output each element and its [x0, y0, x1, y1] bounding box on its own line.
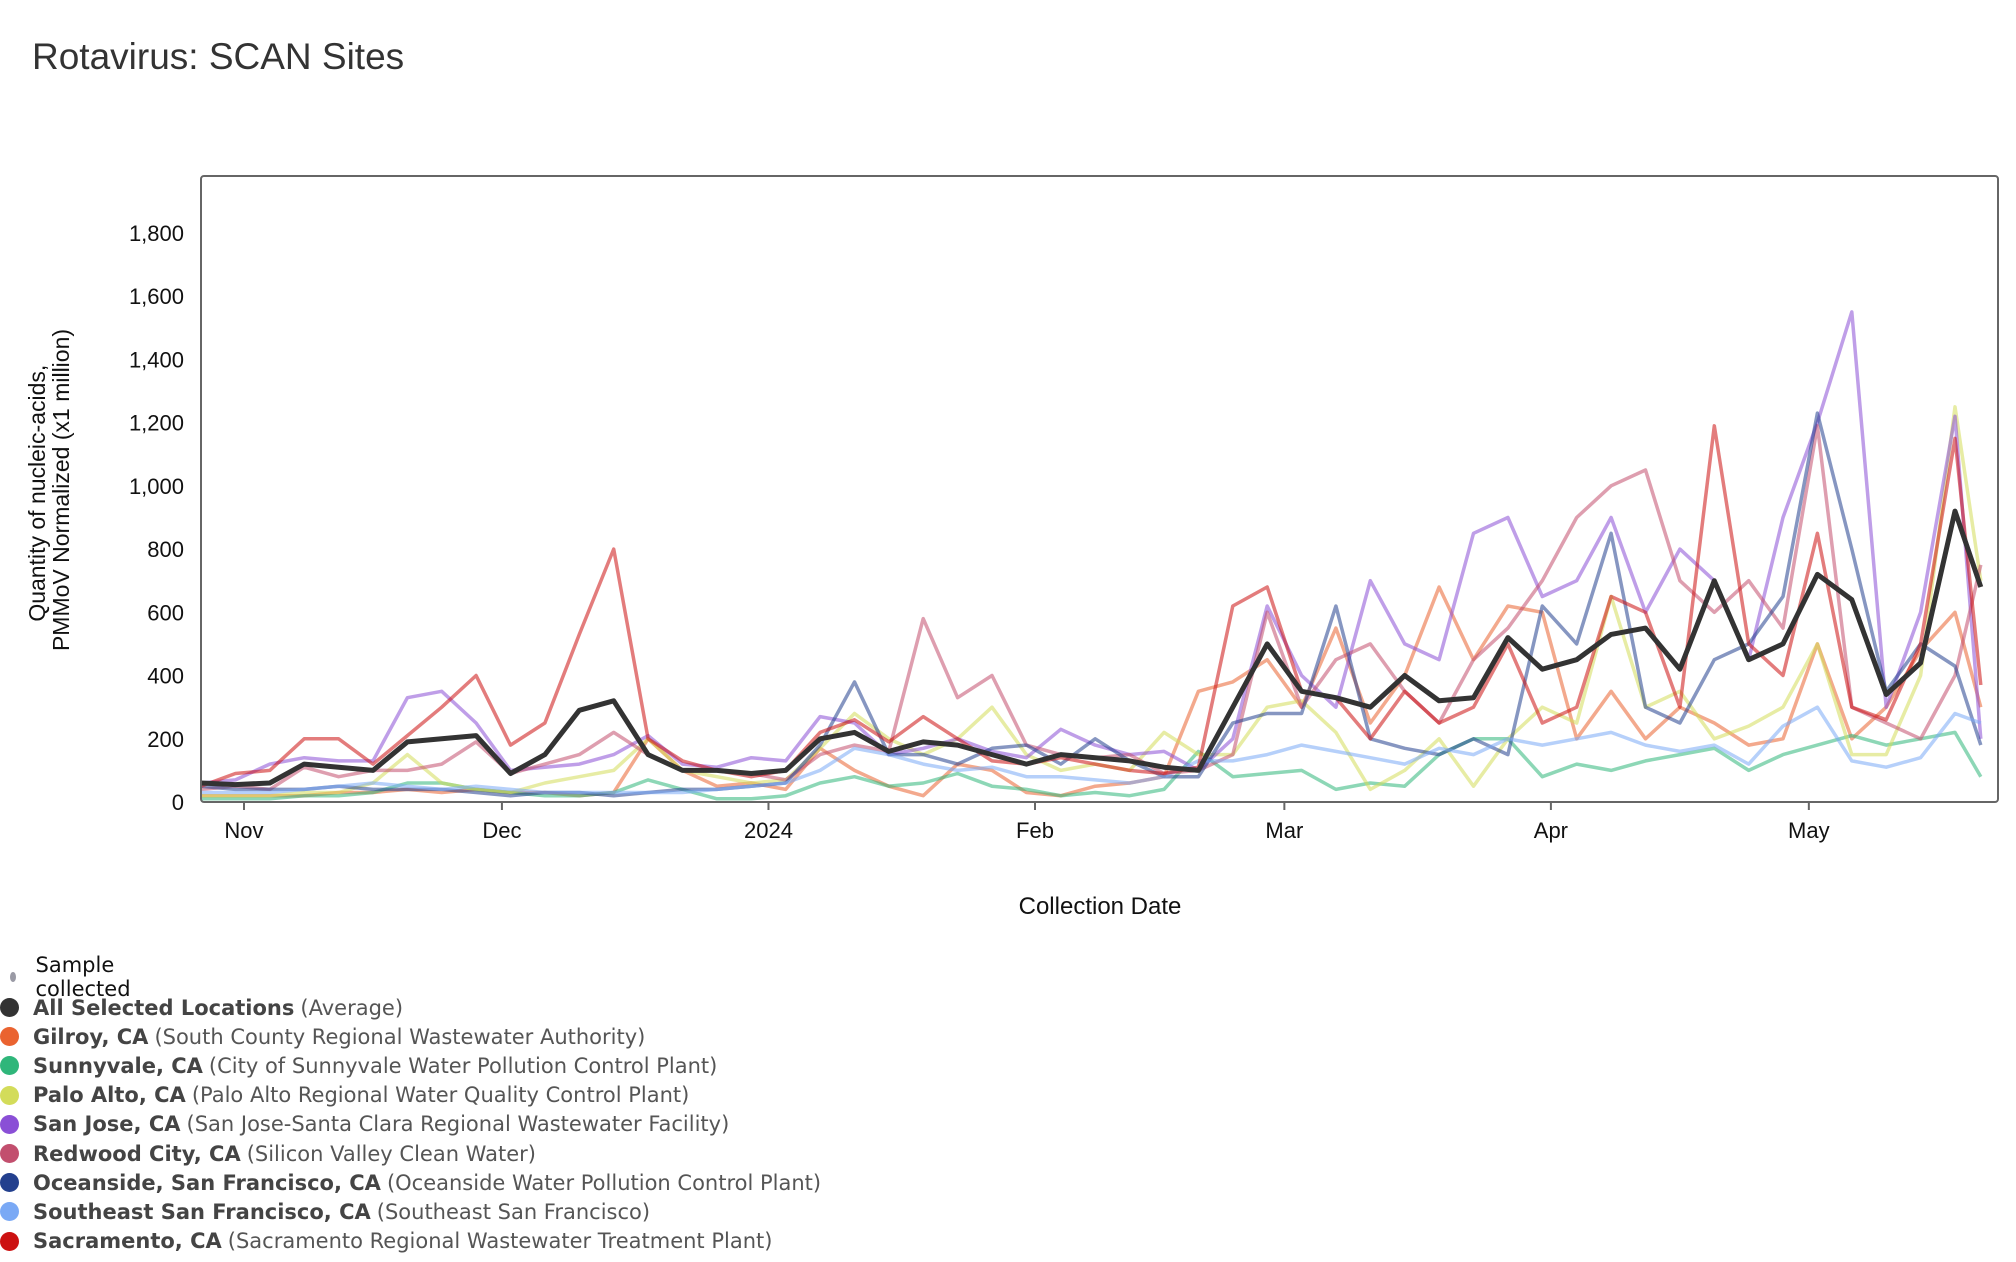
legend-entry[interactable]: San Jose, CA (San Jose-Santa Clara Region… [0, 1110, 821, 1139]
x-tick-label: 2024 [744, 818, 793, 843]
legend-location-detail: (South County Regional Wastewater Author… [154, 1024, 646, 1049]
series-lines [200, 310, 1984, 801]
legend-entry[interactable]: Sunnyvale, CA (City of Sunnyvale Water Po… [0, 1051, 821, 1080]
legend-color-dot-icon [0, 1202, 19, 1222]
legend-color-dot-icon [0, 1085, 19, 1105]
legend-location-name: Sacramento, CA [33, 1229, 222, 1254]
series-line-southeast-san-francisco-ca[interactable] [201, 705, 1982, 795]
y-tick-label: 1,200 [129, 411, 184, 436]
line-chart: 0 200 400 600 800 1,000 1,200 1,400 1,600 1,800 N… [24, 175, 1999, 920]
y-tick-label: 1,600 [129, 284, 184, 309]
series-line-sacramento-ca[interactable] [200, 424, 1983, 788]
x-tick-label: Feb [1016, 818, 1054, 843]
chart-title: Rotavirus: SCAN Sites [32, 36, 405, 77]
y-tick-label: 400 [147, 664, 184, 689]
y-axis-ticks: 0 200 400 600 800 1,000 1,200 1,400 1,600 1,800 [129, 221, 184, 815]
legend-entry[interactable]: Sacramento, CA (Sacramento Regional Waste… [0, 1227, 821, 1256]
series-line-oceanside-san-francisco-ca[interactable] [200, 411, 1983, 798]
legend-location-detail: (Average) [300, 995, 404, 1020]
plot-frame [200, 175, 1999, 803]
legend-location-name: Southeast San Francisco, CA [33, 1199, 371, 1224]
y-tick-label: 1,400 [129, 347, 184, 372]
legend-entries: All Selected Locations (Average) Gilroy, C… [0, 993, 821, 1256]
y-tick-label: 1,800 [129, 221, 184, 246]
y-tick-label: 200 [147, 727, 184, 752]
legend-entry[interactable]: Palo Alto, CA (Palo Alto Regional Water Q… [0, 1081, 821, 1110]
x-tick-label: Mar [1265, 818, 1303, 843]
legend-color-dot-icon [0, 1231, 19, 1251]
x-tick-label: Apr [1534, 818, 1568, 843]
legend-entry[interactable]: Oceanside, San Francisco, CA (Oceanside W… [0, 1168, 821, 1197]
legend-location-name: Gilroy, CA [33, 1024, 149, 1049]
legend-location-detail: (Silicon Valley Clean Water) [246, 1141, 536, 1166]
legend-entry[interactable]: Redwood City, CA (Silicon Valley Clean Wa… [0, 1139, 821, 1168]
legend-location-detail: (Oceanside Water Pollution Control Plant… [386, 1170, 822, 1195]
legend-location-name: Palo Alto, CA [33, 1083, 186, 1108]
series-line-all-selected-locations[interactable] [200, 508, 1984, 788]
y-tick-label: 1,000 [129, 474, 184, 499]
legend-entry[interactable]: All Selected Locations (Average) [0, 993, 821, 1022]
x-axis-ticks: Nov Dec 2024 Feb Mar Apr May [224, 802, 1830, 843]
x-axis-label: Collection Date [1019, 893, 1182, 920]
legend-color-dot-icon [0, 998, 19, 1018]
legend-sample-collected: Sample collected [10, 953, 135, 1001]
x-tick-label: May [1788, 818, 1830, 843]
legend-location-name: Oceanside, San Francisco, CA [33, 1170, 381, 1195]
legend-location-name: San Jose, CA [33, 1112, 181, 1137]
legend-entry[interactable]: Gilroy, CA (South County Regional Wastewa… [0, 1022, 821, 1051]
legend-color-dot-icon [0, 1027, 19, 1047]
y-tick-label: 600 [147, 600, 184, 625]
y-tick-label: 0 [172, 790, 184, 815]
legend-sample-label: Sample collected [35, 953, 131, 1001]
series-line-san-jose-ca[interactable] [200, 310, 1983, 785]
x-tick-label: Dec [482, 818, 521, 843]
legend-location-detail: (Southeast San Francisco) [376, 1199, 651, 1224]
legend-location-detail: (City of Sunnyvale Water Pollution Contr… [208, 1053, 718, 1078]
legend-color-dot-icon [0, 1114, 19, 1134]
y-axis-label: Quantity of nucleic-acids, PMMoV Normali… [24, 329, 74, 651]
legend-color-dot-icon [0, 1144, 19, 1164]
legend-color-dot-icon [0, 1056, 19, 1076]
x-tick-label: Nov [224, 818, 263, 843]
legend-location-name: Sunnyvale, CA [33, 1053, 203, 1078]
legend-location-detail: (Sacramento Regional Wastewater Treatmen… [227, 1229, 773, 1254]
y-tick-label: 800 [147, 537, 184, 562]
legend-color-dot-icon [0, 1173, 19, 1193]
legend-location-detail: (Palo Alto Regional Water Quality Contro… [191, 1083, 690, 1108]
legend-location-name: All Selected Locations [33, 995, 295, 1020]
legend-location-detail: (San Jose-Santa Clara Regional Wastewate… [186, 1112, 730, 1137]
sample-dot-icon [10, 972, 16, 982]
y-axis-label-line-2: PMMoV Normalized (x1 million) [48, 329, 74, 651]
legend-location-name: Redwood City, CA [33, 1141, 241, 1166]
legend-entry[interactable]: Southeast San Francisco, CA (Southeast Sa… [0, 1197, 821, 1226]
y-axis-label-line-1: Quantity of nucleic-acids, [24, 365, 50, 622]
